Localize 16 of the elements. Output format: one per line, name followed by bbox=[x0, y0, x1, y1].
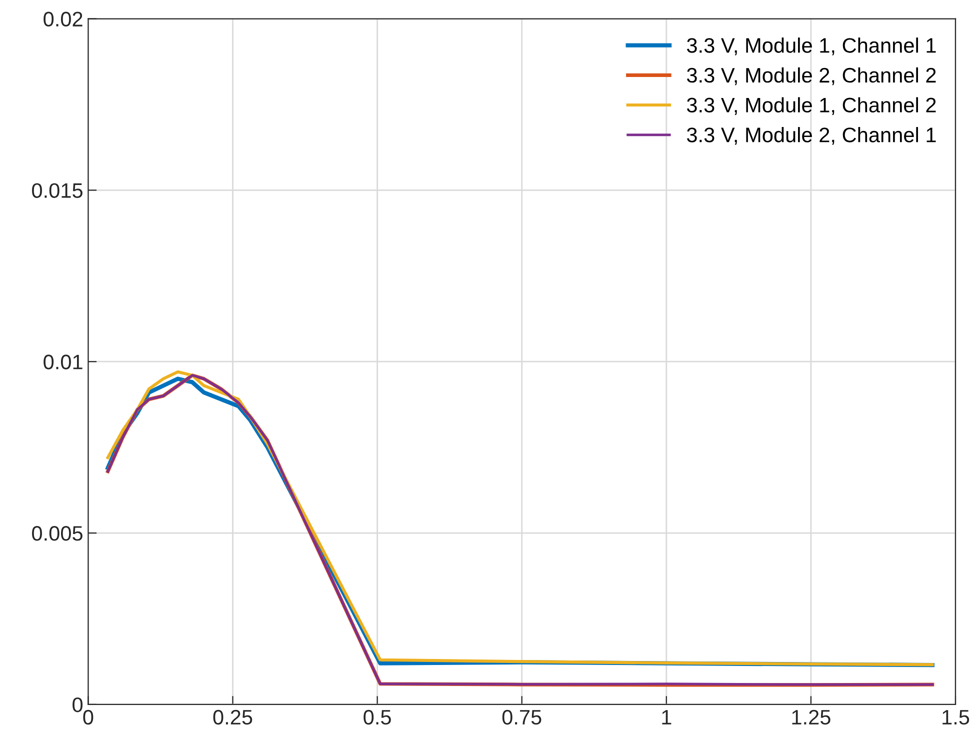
x-tick-label: 1.25 bbox=[792, 710, 830, 725]
x-tick-label: 0.5 bbox=[364, 710, 391, 725]
x-tick-label: 0.25 bbox=[213, 710, 252, 725]
x-tick-label: 0.75 bbox=[502, 710, 542, 725]
x-tick-label: 1 bbox=[662, 710, 672, 724]
legend-label: 3.3 V, Module 2, Channel 1 bbox=[686, 127, 936, 145]
x-tick-label: 1.5 bbox=[942, 710, 970, 725]
y-tick-label: 0 bbox=[72, 697, 83, 712]
x-tick-label: 0 bbox=[83, 710, 94, 725]
legend-label: 3.3 V, Module 1, Channel 1 bbox=[686, 38, 936, 56]
legend-label: 3.3 V, Module 2, Channel 2 bbox=[686, 67, 936, 86]
y-tick-label: 0.02 bbox=[44, 12, 82, 27]
y-tick-label: 0.005 bbox=[32, 526, 82, 541]
y-tick-label: 0.01 bbox=[44, 354, 82, 370]
legend-label: 3.3 V, Module 1, Channel 2 bbox=[686, 97, 936, 115]
y-tick-label: 0.015 bbox=[32, 183, 82, 198]
